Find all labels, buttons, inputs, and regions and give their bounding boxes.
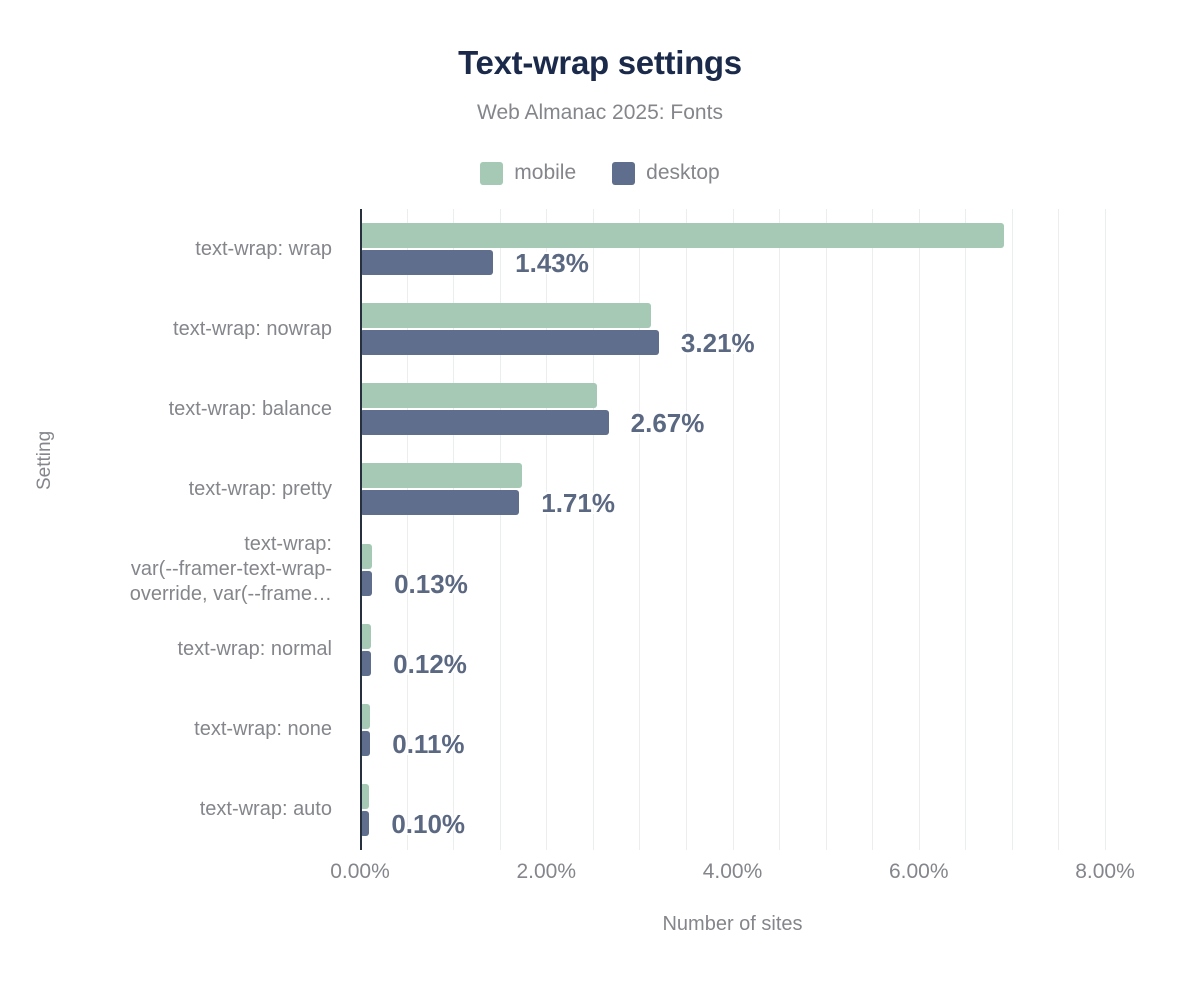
bar-desktop[interactable] bbox=[360, 410, 609, 436]
y-tick-label-line: var(--framer-text-wrap- bbox=[130, 558, 332, 581]
y-tick-label: text-wrap: var(--framer-text-wrap-overrid… bbox=[12, 532, 332, 607]
y-tick-label-line: text-wrap: nowrap bbox=[173, 317, 332, 340]
bar-group: 0.12% bbox=[360, 623, 1105, 680]
x-tick-label: 6.00% bbox=[888, 860, 949, 883]
legend-label-desktop: desktop bbox=[646, 161, 720, 184]
bar-mobile[interactable] bbox=[360, 463, 523, 489]
x-tick-label: 2.00% bbox=[516, 860, 577, 883]
x-tick-labels: 0.00% 2.00% 4.00% 6.00% 8.00% bbox=[0, 860, 1200, 892]
bar-group: 0.10% bbox=[360, 783, 1105, 840]
bar-value-label: 2.67% bbox=[629, 407, 707, 439]
x-tick-label: 0.00% bbox=[330, 860, 390, 883]
bar-value-label: 3.21% bbox=[679, 327, 757, 359]
bar-group: 3.21% bbox=[360, 303, 1105, 359]
bar-value-label: 1.71% bbox=[539, 487, 617, 519]
bar-group: 0.13% bbox=[360, 543, 1105, 600]
y-tick-label: text-wrap: wrap bbox=[12, 237, 332, 262]
legend-label-mobile: mobile bbox=[514, 161, 577, 184]
bar-value-label: 0.10% bbox=[389, 808, 467, 840]
legend-item-mobile[interactable]: mobile bbox=[480, 161, 576, 185]
bar-mobile[interactable] bbox=[360, 623, 372, 649]
bar-mobile[interactable] bbox=[360, 223, 1005, 249]
y-tick-label: text-wrap: balance bbox=[12, 397, 332, 422]
y-tick-label: text-wrap: auto bbox=[12, 797, 332, 822]
y-tick-label-line: text-wrap: none bbox=[194, 718, 332, 741]
y-axis-line bbox=[360, 209, 362, 850]
y-tick-label: text-wrap: normal bbox=[12, 637, 333, 662]
bar-group: 2.67% bbox=[360, 383, 1105, 439]
y-tick-label-line: text-wrap: balance bbox=[168, 397, 332, 420]
bar-desktop[interactable] bbox=[360, 330, 659, 356]
y-axis-title: Setting bbox=[34, 430, 55, 490]
y-tick-label-line: text-wrap: auto bbox=[199, 798, 332, 821]
chart-title: Text-wrap settings bbox=[458, 44, 742, 81]
bar-desktop[interactable] bbox=[360, 250, 494, 276]
x-tick-label: 4.00% bbox=[702, 860, 763, 883]
plot-area: 1.43% 3.21% 2.67% 1.71% 0.13% 0.12% 0.11% 0.10% bbox=[360, 209, 1106, 850]
bar-desktop[interactable] bbox=[360, 650, 372, 676]
legend-swatch-mobile bbox=[480, 161, 504, 185]
y-tick-label-line: text-wrap: bbox=[244, 533, 332, 556]
bar-desktop[interactable] bbox=[360, 570, 373, 596]
bar-desktop[interactable] bbox=[360, 490, 520, 516]
x-tick-label: 8.00% bbox=[1075, 860, 1135, 883]
y-tick-label: text-wrap: none bbox=[12, 717, 332, 742]
y-tick-label-line: text-wrap: wrap bbox=[195, 237, 332, 260]
bar-mobile[interactable] bbox=[360, 303, 652, 329]
legend-swatch-desktop bbox=[612, 161, 636, 185]
y-tick-label: text-wrap: nowrap bbox=[12, 317, 332, 342]
chart-legend: mobile desktop bbox=[0, 161, 1200, 185]
bar-group: 1.71% bbox=[360, 463, 1105, 519]
bar-mobile[interactable] bbox=[360, 703, 371, 729]
chart-subtitle: Web Almanac 2025: Fonts bbox=[477, 101, 723, 124]
bar-mobile[interactable] bbox=[360, 543, 373, 569]
y-tick-label: text-wrap: pretty bbox=[12, 477, 332, 502]
y-tick-label-line: text-wrap: normal bbox=[177, 638, 333, 661]
bar-mobile[interactable] bbox=[360, 383, 598, 409]
bar-value-label: 0.13% bbox=[392, 568, 470, 600]
y-tick-label-line: override, var(--frame… bbox=[129, 583, 332, 606]
bar-value-label: 0.11% bbox=[390, 728, 466, 760]
gridline bbox=[1105, 209, 1106, 850]
y-tick-label-line: text-wrap: pretty bbox=[188, 477, 332, 500]
bar-value-label: 0.12% bbox=[391, 648, 469, 680]
bar-group: 1.43% bbox=[360, 223, 1105, 279]
y-tick-labels: text-wrap: wrap text-wrap: nowrap text-wra… bbox=[0, 209, 346, 850]
bar-group: 0.11% bbox=[360, 703, 1105, 760]
bar-desktop[interactable] bbox=[360, 730, 371, 756]
x-axis-title: Number of sites bbox=[662, 913, 803, 935]
bar-value-label: 1.43% bbox=[513, 247, 591, 279]
legend-item-desktop[interactable]: desktop bbox=[612, 161, 720, 185]
bar-desktop[interactable] bbox=[360, 810, 370, 836]
bar-mobile[interactable] bbox=[360, 783, 370, 809]
